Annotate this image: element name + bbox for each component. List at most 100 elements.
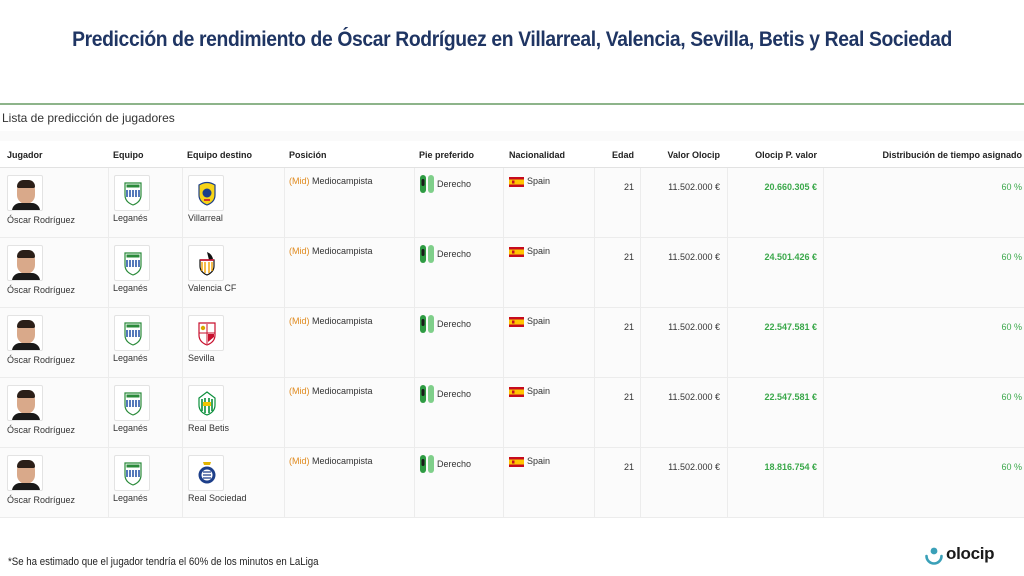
column-divider [823,378,824,447]
header-valor-olocip[interactable]: Valor Olocip [667,150,720,160]
table-header: Jugador Equipo Equipo destino Posición P… [0,142,1024,168]
column-divider [503,238,504,307]
table-row[interactable]: Óscar Rodríguez Leganés Real Sociedad (Mid)… [0,448,1024,518]
team-crest-icon [114,315,150,351]
player-name[interactable]: Óscar Rodríguez [7,285,76,295]
nationality: Spain [527,316,551,326]
player-name[interactable]: Óscar Rodríguez [7,215,76,225]
age: 21 [623,462,634,472]
team-name: Leganés [113,283,148,293]
olocip-value: 11.502.000 € [668,252,720,262]
header-nacionalidad[interactable]: Nacionalidad [509,150,566,160]
player-name[interactable]: Óscar Rodríguez [7,495,76,505]
position-tag: (Mid) [289,246,310,256]
panel-strip [0,131,1024,141]
position: (Mid) Mediocampista [289,386,373,396]
preferred-foot: Derecho [437,389,472,399]
column-divider [108,238,109,307]
destination-team-name: Villarreal [188,213,223,223]
column-divider [182,308,183,377]
player-name[interactable]: Óscar Rodríguez [7,355,76,365]
olocip-logo: olocip [924,544,1014,566]
column-divider [594,448,595,517]
position: (Mid) Mediocampista [289,456,373,466]
olocip-predicted-value: 24.501.426 € [764,252,817,262]
player-avatar-icon[interactable] [7,385,43,421]
team-name: Leganés [113,213,148,223]
column-divider [503,308,504,377]
player-name[interactable]: Óscar Rodríguez [7,425,76,435]
header-distribucion[interactable]: Distribución de tiempo asignado [882,150,1022,160]
time-distribution: 60 % [1001,462,1022,472]
preferred-foot: Derecho [437,459,472,469]
position-label: Mediocampista [312,246,373,256]
destination-crest-icon [188,245,224,281]
column-divider [640,378,641,447]
column-divider [414,238,415,307]
column-divider [594,308,595,377]
position-tag: (Mid) [289,176,310,186]
column-divider [284,378,285,447]
table-row[interactable]: Óscar Rodríguez Leganés Sevilla (Mid) Medio… [0,308,1024,378]
destination-crest-icon [188,315,224,351]
position-label: Mediocampista [312,456,373,466]
header-pie-preferido[interactable]: Pie preferido [419,150,475,160]
table-row[interactable]: Óscar Rodríguez Leganés Real Betis (Mid) Me… [0,378,1024,448]
team-name: Leganés [113,493,148,503]
page-title: Predicción de rendimiento de Óscar Rodrí… [72,28,952,51]
column-divider [823,448,824,517]
player-avatar-icon[interactable] [7,245,43,281]
column-divider [414,448,415,517]
olocip-predicted-value: 18.816.754 € [764,462,817,472]
header-posicion[interactable]: Posición [289,150,327,160]
header-equipo-destino[interactable]: Equipo destino [187,150,252,160]
position-label: Mediocampista [312,176,373,186]
column-divider [414,308,415,377]
destination-crest-icon [188,455,224,491]
column-divider [414,168,415,237]
column-divider [108,168,109,237]
player-avatar-icon[interactable] [7,455,43,491]
header-olocip-p-valor[interactable]: Olocip P. valor [755,150,817,160]
column-divider [182,168,183,237]
nationality: Spain [527,456,551,466]
logo-text: olocip [946,544,995,563]
column-divider [108,378,109,447]
column-divider [594,378,595,447]
preferred-foot: Derecho [437,319,472,329]
nationality: Spain [527,246,551,256]
time-distribution: 60 % [1001,182,1022,192]
panel-rule [0,103,1024,105]
column-divider [727,168,728,237]
table-row[interactable]: Óscar Rodríguez Leganés Villarreal (Mid) Me… [0,168,1024,238]
column-divider [182,238,183,307]
preferred-foot: Derecho [437,249,472,259]
column-divider [640,308,641,377]
player-avatar-icon[interactable] [7,175,43,211]
time-distribution: 60 % [1001,252,1022,262]
time-distribution: 60 % [1001,392,1022,402]
destination-crest-icon [188,385,224,421]
column-divider [823,238,824,307]
table-row[interactable]: Óscar Rodríguez Leganés Valencia CF (Mid) M… [0,238,1024,308]
olocip-value: 11.502.000 € [668,182,720,192]
column-divider [284,168,285,237]
age: 21 [623,392,634,402]
column-divider [284,238,285,307]
position-label: Mediocampista [312,316,373,326]
column-divider [727,378,728,447]
header-equipo[interactable]: Equipo [113,150,144,160]
column-divider [640,448,641,517]
olocip-value: 11.502.000 € [668,462,720,472]
header-jugador[interactable]: Jugador [7,150,43,160]
player-avatar-icon[interactable] [7,315,43,351]
preferred-foot: Derecho [437,179,472,189]
header-edad[interactable]: Edad [611,150,634,160]
olocip-value: 11.502.000 € [668,392,720,402]
olocip-predicted-value: 20.660.305 € [764,182,817,192]
column-divider [108,448,109,517]
panel-title: Lista de predicción de jugadores [2,111,175,125]
column-divider [727,308,728,377]
olocip-predicted-value: 22.547.581 € [764,392,817,402]
position-label: Mediocampista [312,386,373,396]
